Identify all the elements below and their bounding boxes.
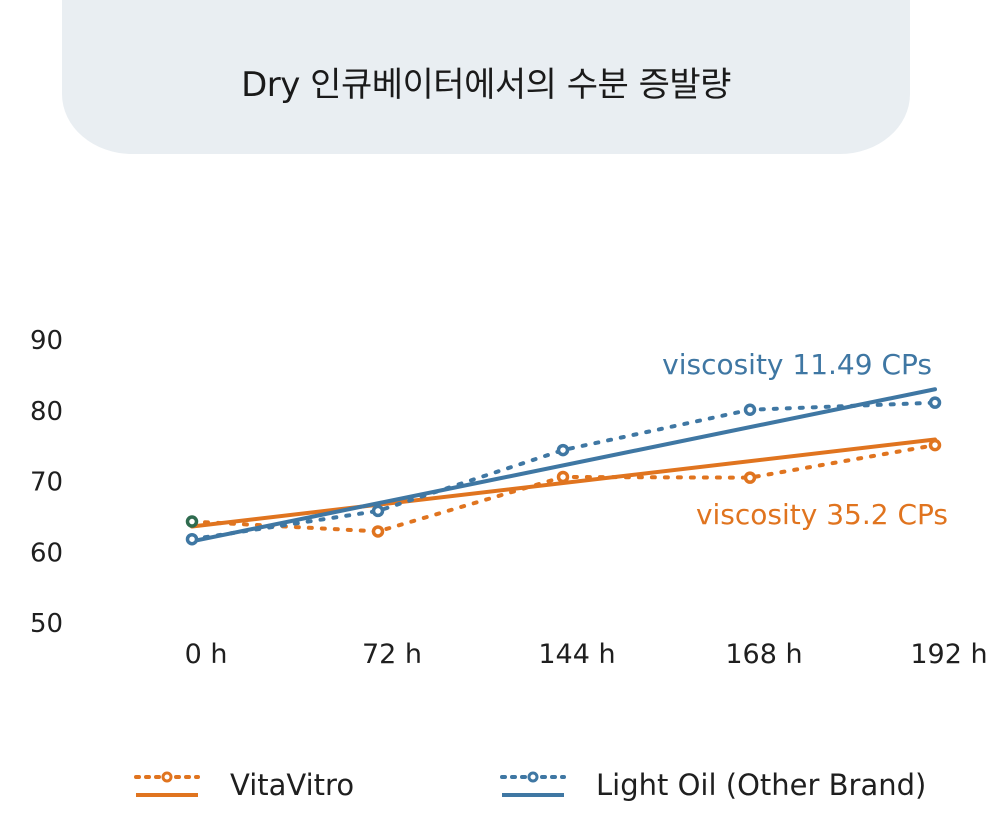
x-tick-label: 192 h: [910, 639, 987, 670]
chart-title-banner: Dry 인큐베이터에서의 수분 증발량: [62, 0, 910, 154]
legend-swatch-vitavitro: [134, 771, 200, 797]
x-tick-label: 144 h: [538, 639, 615, 670]
y-tick-label: 90: [30, 326, 63, 356]
series-line-lightoil: [190, 400, 937, 542]
chart-title: Dry 인큐베이터에서의 수분 증발량: [241, 64, 731, 105]
line-chart: 90 80 70 60 50 0 h 72 h 144 h 168 h 192 h viscosit…: [30, 326, 988, 670]
data-point-vitavitro: [371, 525, 385, 538]
y-tick-label: 50: [30, 609, 63, 639]
data-point-vitavitro: [928, 438, 942, 452]
trendline-lightoil: [190, 387, 937, 544]
x-tick-label: 168 h: [725, 639, 802, 670]
data-point-vitavitro: [185, 515, 199, 528]
legend-swatch-lightoil: [500, 771, 566, 797]
data-point-lightoil: [928, 396, 942, 409]
data-point-lightoil: [556, 443, 570, 457]
data-point-vitavitro: [743, 471, 757, 484]
y-tick-label: 70: [30, 468, 63, 498]
legend-item-vitavitro: VitaVitro: [134, 760, 354, 810]
y-tick-label: 60: [30, 538, 63, 568]
legend-label-vitavitro: VitaVitro: [230, 768, 355, 802]
legend-label-lightoil: Light Oil (Other Brand): [596, 768, 927, 802]
y-tick-label: 80: [30, 397, 63, 427]
legend-item-lightoil: Light Oil (Other Brand): [500, 760, 926, 810]
chart-legend: VitaVitro Light Oil (Other Brand): [0, 760, 1000, 810]
annotation-vitavitro-viscosity: viscosity 35.2 CPs: [696, 498, 948, 531]
x-tick-label: 0 h: [185, 639, 228, 670]
data-point-lightoil: [743, 403, 757, 416]
data-point-lightoil: [371, 504, 385, 518]
annotation-lightoil-viscosity: viscosity 11.49 CPs: [662, 348, 932, 381]
data-point-vitavitro: [556, 470, 570, 484]
data-point-lightoil: [185, 532, 199, 546]
x-tick-label: 72 h: [362, 639, 422, 670]
